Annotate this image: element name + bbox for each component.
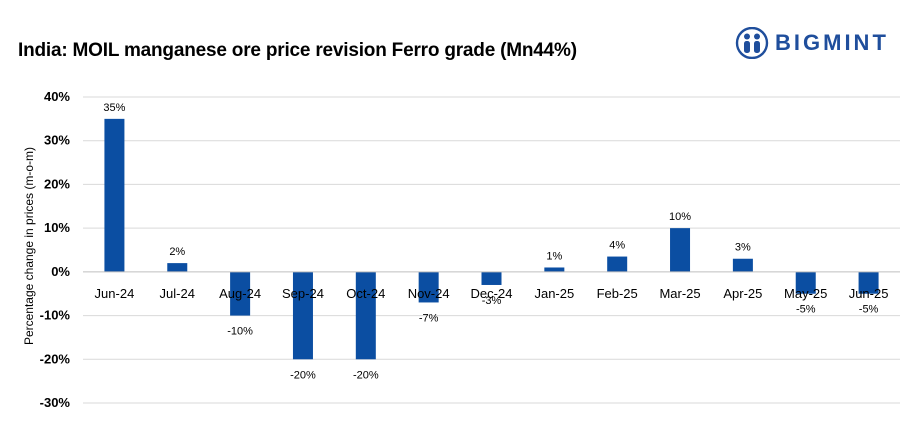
x-tick-label: Dec-24 bbox=[471, 286, 513, 301]
grid-lines bbox=[83, 96, 900, 404]
y-tick-label: 20% bbox=[44, 176, 70, 191]
bar-sep-24 bbox=[292, 271, 313, 360]
x-tick-label: Nov-24 bbox=[408, 286, 450, 301]
data-label: -7% bbox=[419, 312, 439, 324]
x-tick-label: Oct-24 bbox=[346, 286, 385, 301]
data-label: -3% bbox=[482, 295, 502, 307]
x-tick-label: Jan-25 bbox=[534, 286, 574, 301]
y-tick-label: -20% bbox=[40, 351, 71, 366]
data-label: 4% bbox=[609, 240, 625, 252]
people-icon bbox=[735, 27, 769, 59]
data-label: 1% bbox=[546, 250, 562, 262]
data-label: -20% bbox=[353, 369, 379, 381]
bigmint-logo: BIGMINT bbox=[735, 27, 889, 59]
brand-name: BIGMINT bbox=[775, 30, 889, 55]
data-label: -20% bbox=[290, 369, 316, 381]
x-tick-label: Feb-25 bbox=[597, 286, 638, 301]
data-label: 35% bbox=[103, 102, 125, 114]
bar-dec-24 bbox=[481, 271, 502, 285]
bar-nov-24 bbox=[418, 271, 439, 303]
bar-oct-24 bbox=[355, 271, 376, 360]
chart-title: India: MOIL manganese ore price revision… bbox=[18, 40, 577, 61]
x-tick-label: Sep-24 bbox=[282, 286, 324, 301]
bar-jan-25 bbox=[544, 267, 565, 272]
y-tick-label: -10% bbox=[40, 308, 71, 323]
x-tick-label: Mar-25 bbox=[659, 286, 700, 301]
y-tick-label: 40% bbox=[44, 89, 70, 104]
bar-feb-25 bbox=[607, 256, 628, 272]
y-tick-label: 30% bbox=[44, 133, 70, 148]
bar-jul-24 bbox=[167, 263, 188, 272]
bar-apr-25 bbox=[732, 258, 753, 272]
y-tick-label: -30% bbox=[40, 395, 71, 410]
bar-mar-25 bbox=[670, 228, 691, 272]
x-tick-label: Jul-24 bbox=[160, 286, 195, 301]
data-label: -10% bbox=[227, 326, 253, 338]
bar-jun-24 bbox=[104, 118, 125, 272]
bar-jun-25 bbox=[858, 271, 879, 294]
x-tick-label: Jun-24 bbox=[95, 286, 135, 301]
bar-aug-24 bbox=[230, 271, 251, 316]
bars bbox=[104, 118, 879, 360]
y-tick-label: 10% bbox=[44, 220, 70, 235]
data-label: 10% bbox=[669, 211, 691, 223]
data-label: -5% bbox=[796, 304, 816, 316]
bar-may-25 bbox=[795, 271, 816, 294]
labels: 40% 30% 20% 10% 0% -10% -20% -30% Jun-24 35% Jul-2… bbox=[40, 89, 889, 410]
data-label: 2% bbox=[169, 246, 185, 258]
y-tick-label: 0% bbox=[51, 264, 70, 279]
x-tick-label: May-25 bbox=[784, 286, 827, 301]
x-tick-label: Jun-25 bbox=[849, 286, 889, 301]
x-tick-label: Aug-24 bbox=[219, 286, 261, 301]
y-axis-label: Percentage change in prices (m-o-m) bbox=[22, 147, 36, 345]
data-label: -5% bbox=[859, 304, 879, 316]
data-label: 3% bbox=[735, 242, 751, 254]
x-tick-label: Apr-25 bbox=[723, 286, 762, 301]
